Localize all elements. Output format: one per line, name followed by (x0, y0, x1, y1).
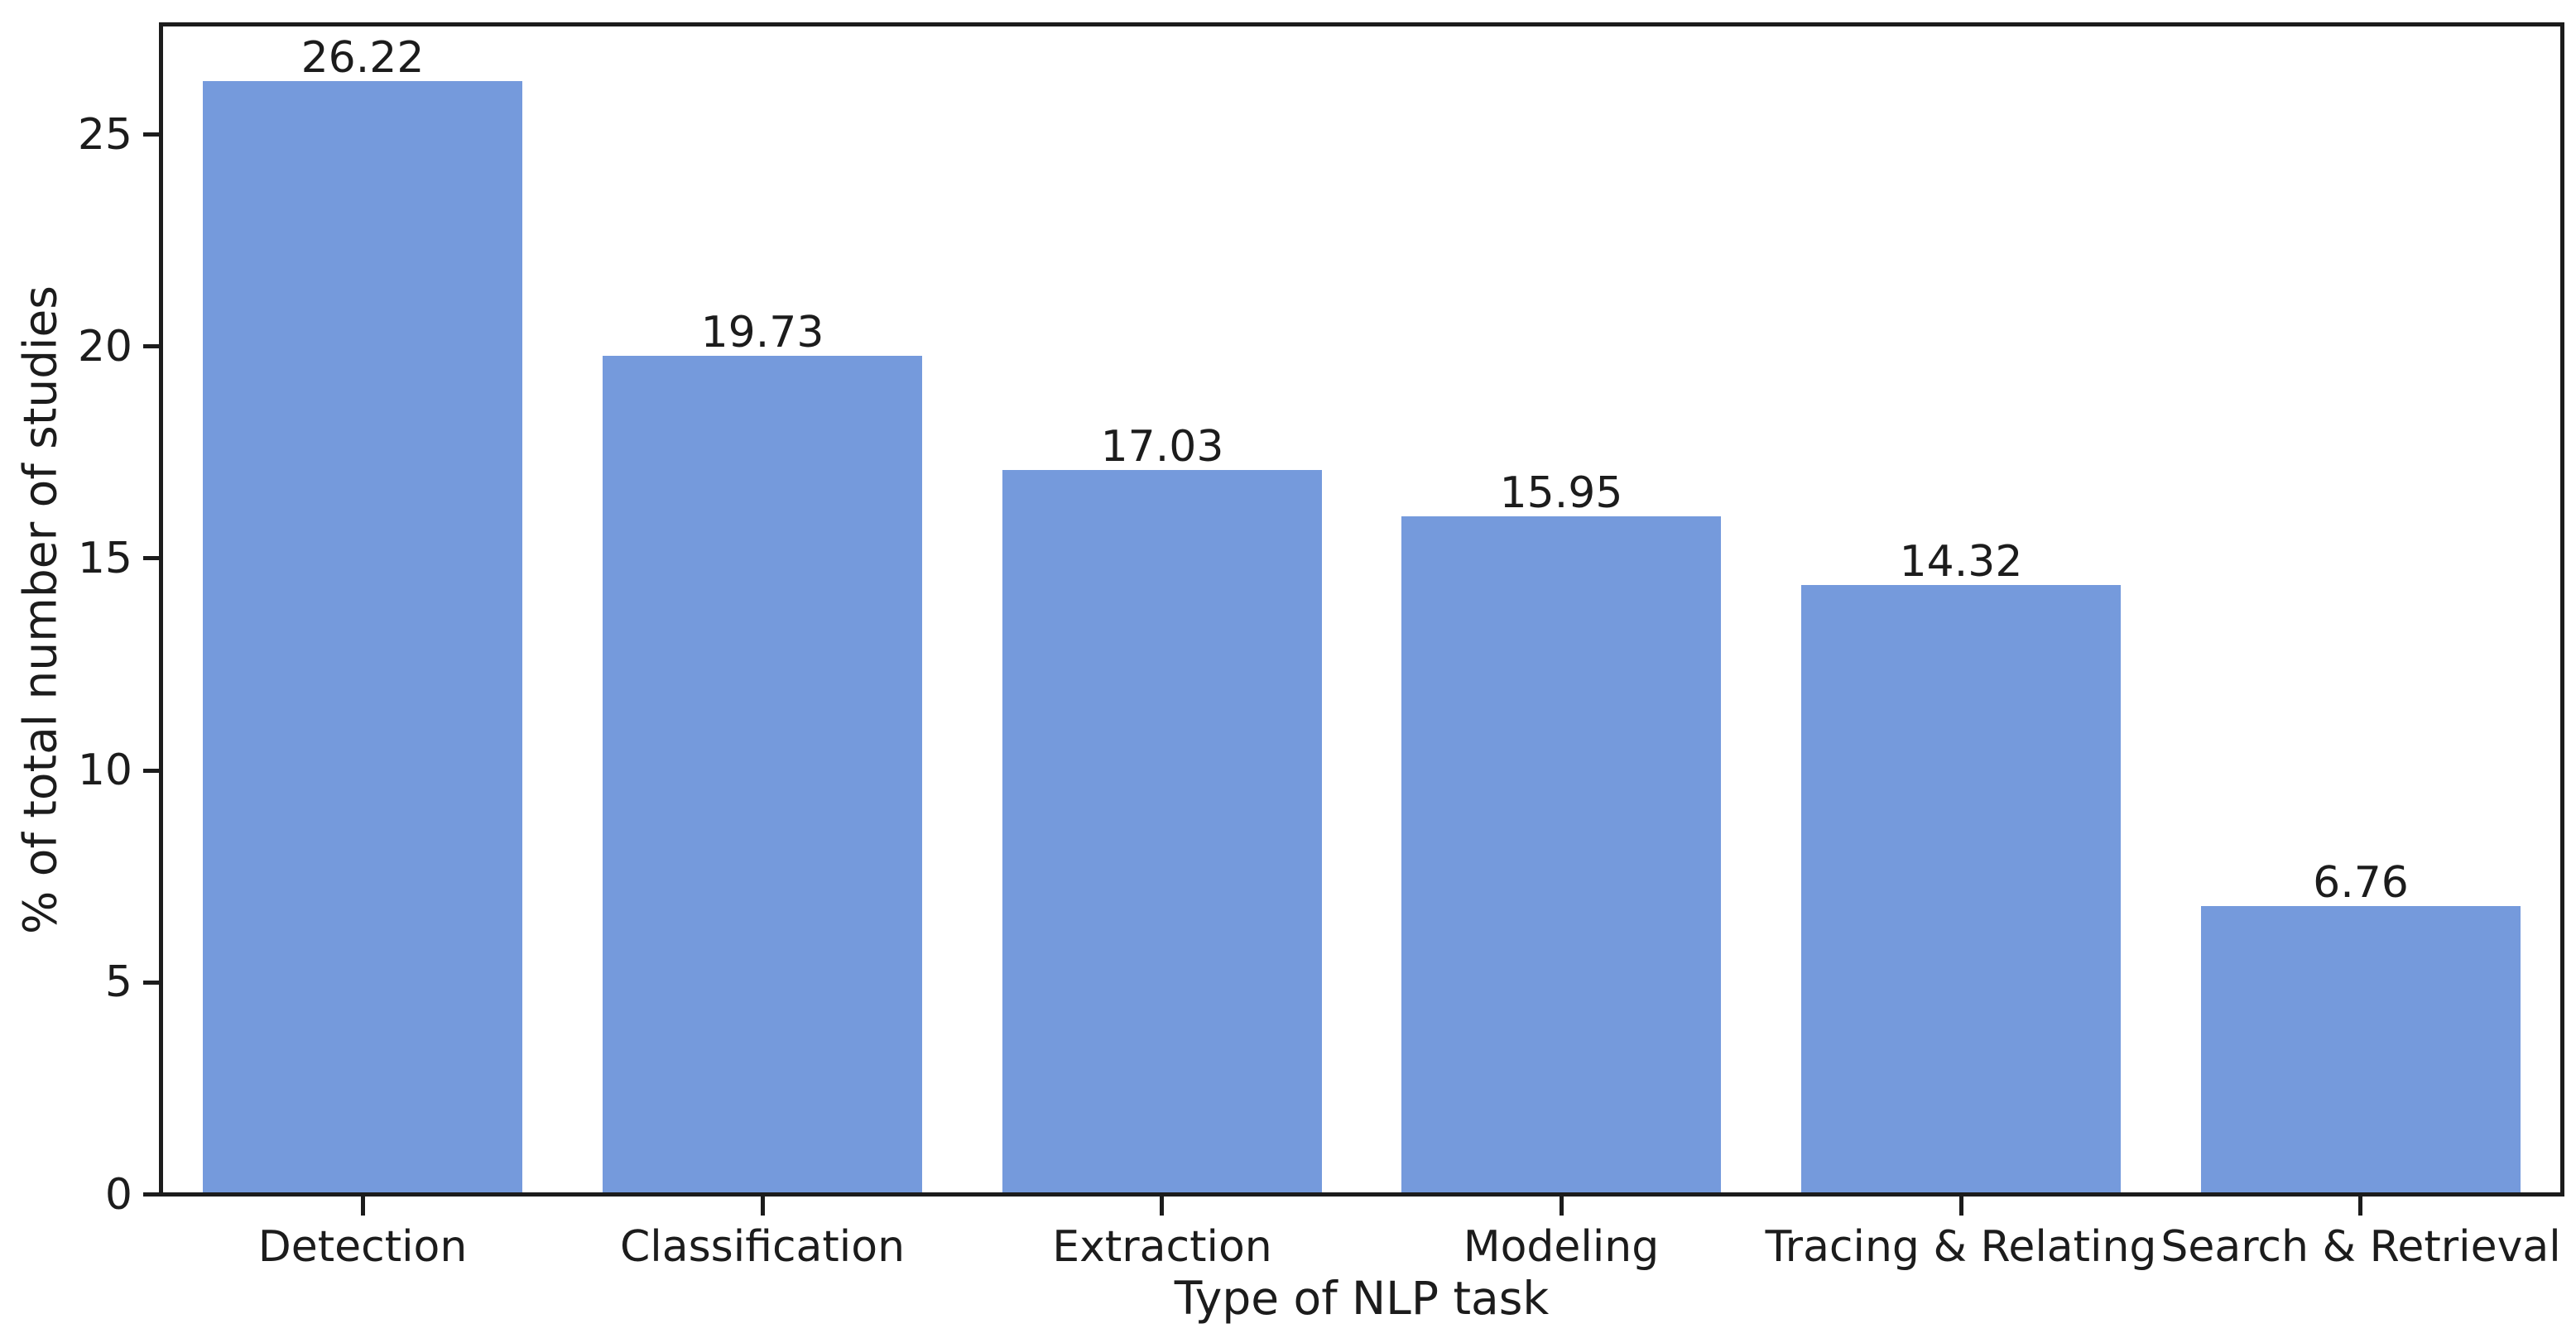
bar-value-label: 17.03 (1100, 422, 1224, 472)
x-tick (1160, 1197, 1164, 1216)
x-tick (1560, 1197, 1564, 1216)
y-tick (143, 556, 162, 560)
y-tick-label: 20 (77, 322, 132, 372)
x-tick-label: Modeling (1463, 1222, 1660, 1272)
bar (603, 356, 922, 1192)
bar-value-label: 15.95 (1499, 468, 1623, 518)
x-tick-label: Tracing & Relating (1765, 1222, 2157, 1272)
y-tick-label: 0 (104, 1170, 132, 1220)
y-tick (143, 1192, 162, 1197)
x-tick (361, 1197, 365, 1216)
x-tick-label: Classification (619, 1222, 906, 1272)
y-tick-label: 10 (77, 746, 132, 795)
y-tick-label: 15 (77, 534, 132, 583)
bar-value-label: 26.22 (300, 33, 425, 83)
y-tick (143, 132, 162, 137)
x-tick (761, 1197, 765, 1216)
y-tick (143, 769, 162, 773)
x-tick (1959, 1197, 1963, 1216)
bar-value-label: 14.32 (1899, 537, 2023, 587)
bar-value-label: 6.76 (2313, 858, 2409, 908)
bar (2201, 906, 2521, 1192)
bar (1401, 516, 1721, 1192)
plot-area: 26.22 19.73 17.03 15.95 14.32 6.76 (159, 22, 2564, 1197)
y-tick-label: 25 (77, 110, 132, 160)
x-tick (2358, 1197, 2362, 1216)
x-tick-label: Search & Retrieval (2160, 1222, 2561, 1272)
bar (1801, 585, 2121, 1192)
x-axis-label: Type of NLP task (1174, 1272, 1550, 1325)
y-tick-label: 5 (104, 957, 132, 1007)
y-axis-label: % of total number of studies (13, 285, 67, 934)
bar-value-label: 19.73 (700, 308, 824, 357)
bar (1002, 470, 1322, 1192)
y-tick (143, 344, 162, 348)
y-tick (143, 981, 162, 985)
x-tick-label: Extraction (1052, 1222, 1272, 1272)
bar (203, 81, 522, 1192)
x-tick-label: Detection (257, 1222, 468, 1272)
